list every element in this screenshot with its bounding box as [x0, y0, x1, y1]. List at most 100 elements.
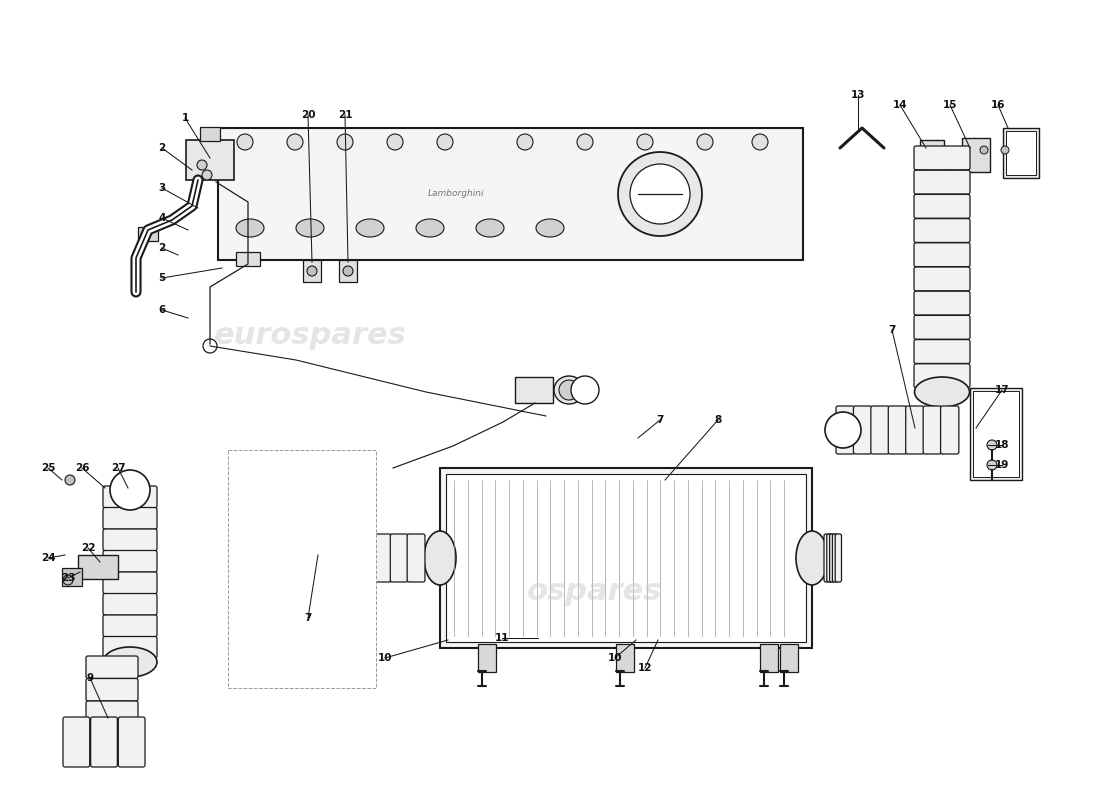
FancyBboxPatch shape	[914, 315, 970, 339]
Bar	[62, 568, 82, 586]
Circle shape	[618, 152, 702, 236]
FancyBboxPatch shape	[63, 717, 90, 767]
Ellipse shape	[536, 219, 564, 237]
Ellipse shape	[554, 376, 584, 404]
FancyBboxPatch shape	[914, 364, 970, 388]
Circle shape	[987, 440, 997, 450]
Ellipse shape	[416, 219, 444, 237]
FancyBboxPatch shape	[103, 572, 157, 594]
Circle shape	[517, 134, 534, 150]
Bar	[616, 644, 634, 672]
Text: 7: 7	[889, 325, 895, 335]
Text: 25: 25	[41, 463, 55, 473]
Ellipse shape	[796, 531, 828, 585]
Ellipse shape	[914, 377, 969, 407]
Text: 19: 19	[994, 460, 1009, 470]
Circle shape	[980, 146, 988, 154]
FancyBboxPatch shape	[103, 486, 157, 508]
Bar	[339, 260, 358, 282]
Circle shape	[236, 134, 253, 150]
Ellipse shape	[103, 647, 157, 677]
Text: 24: 24	[41, 553, 55, 563]
FancyBboxPatch shape	[914, 291, 970, 315]
Bar	[1003, 128, 1040, 178]
Bar	[218, 128, 803, 260]
FancyBboxPatch shape	[103, 507, 157, 529]
FancyBboxPatch shape	[827, 534, 833, 582]
FancyBboxPatch shape	[103, 529, 157, 550]
Circle shape	[559, 380, 579, 400]
Bar	[78, 555, 118, 579]
FancyBboxPatch shape	[871, 406, 889, 454]
Bar	[760, 644, 778, 672]
Text: eurospares: eurospares	[213, 321, 406, 350]
Text: 15: 15	[943, 100, 957, 110]
FancyBboxPatch shape	[914, 242, 970, 266]
Circle shape	[287, 134, 303, 150]
Circle shape	[343, 266, 353, 276]
Text: 12: 12	[638, 663, 652, 673]
Text: 13: 13	[850, 90, 866, 100]
Circle shape	[204, 339, 217, 353]
FancyBboxPatch shape	[914, 146, 970, 170]
Bar	[440, 468, 812, 648]
FancyBboxPatch shape	[103, 615, 157, 637]
Bar	[974, 391, 1019, 477]
Ellipse shape	[356, 219, 384, 237]
FancyBboxPatch shape	[940, 406, 959, 454]
Text: 22: 22	[80, 543, 96, 553]
Text: 6: 6	[158, 305, 166, 315]
FancyBboxPatch shape	[836, 406, 855, 454]
Text: 26: 26	[75, 463, 89, 473]
Text: ospares: ospares	[527, 578, 662, 606]
Text: 10: 10	[377, 653, 393, 663]
Text: 7: 7	[305, 613, 311, 623]
Text: 21: 21	[338, 110, 352, 120]
Bar	[1006, 131, 1036, 175]
Text: 5: 5	[158, 273, 166, 283]
Bar	[970, 388, 1022, 480]
Circle shape	[571, 376, 600, 404]
Bar	[780, 644, 798, 672]
FancyBboxPatch shape	[86, 701, 138, 723]
Ellipse shape	[236, 219, 264, 237]
FancyBboxPatch shape	[914, 218, 970, 242]
Circle shape	[987, 460, 997, 470]
Bar	[446, 474, 806, 642]
FancyBboxPatch shape	[833, 534, 838, 582]
Circle shape	[630, 164, 690, 224]
FancyBboxPatch shape	[914, 339, 970, 363]
Circle shape	[202, 170, 212, 180]
FancyBboxPatch shape	[340, 534, 358, 582]
Circle shape	[387, 134, 403, 150]
Text: 8: 8	[714, 415, 722, 425]
FancyBboxPatch shape	[914, 194, 970, 218]
FancyBboxPatch shape	[835, 534, 842, 582]
Bar	[186, 140, 234, 180]
Bar	[478, 644, 496, 672]
Ellipse shape	[424, 531, 456, 585]
FancyBboxPatch shape	[905, 406, 924, 454]
FancyBboxPatch shape	[829, 534, 836, 582]
Bar	[236, 252, 260, 266]
FancyBboxPatch shape	[103, 594, 157, 615]
FancyBboxPatch shape	[86, 723, 138, 746]
Circle shape	[307, 266, 317, 276]
Circle shape	[437, 134, 453, 150]
Text: 17: 17	[994, 385, 1010, 395]
FancyBboxPatch shape	[824, 534, 830, 582]
Circle shape	[65, 475, 75, 485]
FancyBboxPatch shape	[914, 170, 970, 194]
Text: 2: 2	[158, 243, 166, 253]
FancyBboxPatch shape	[119, 717, 145, 767]
Ellipse shape	[296, 219, 324, 237]
Text: 1: 1	[182, 113, 188, 123]
Circle shape	[578, 134, 593, 150]
FancyBboxPatch shape	[103, 550, 157, 572]
Circle shape	[825, 412, 861, 448]
Text: 10: 10	[607, 653, 623, 663]
Bar	[920, 140, 944, 172]
FancyBboxPatch shape	[86, 678, 138, 701]
Circle shape	[295, 540, 331, 576]
Text: Lamborghini: Lamborghini	[427, 190, 484, 198]
